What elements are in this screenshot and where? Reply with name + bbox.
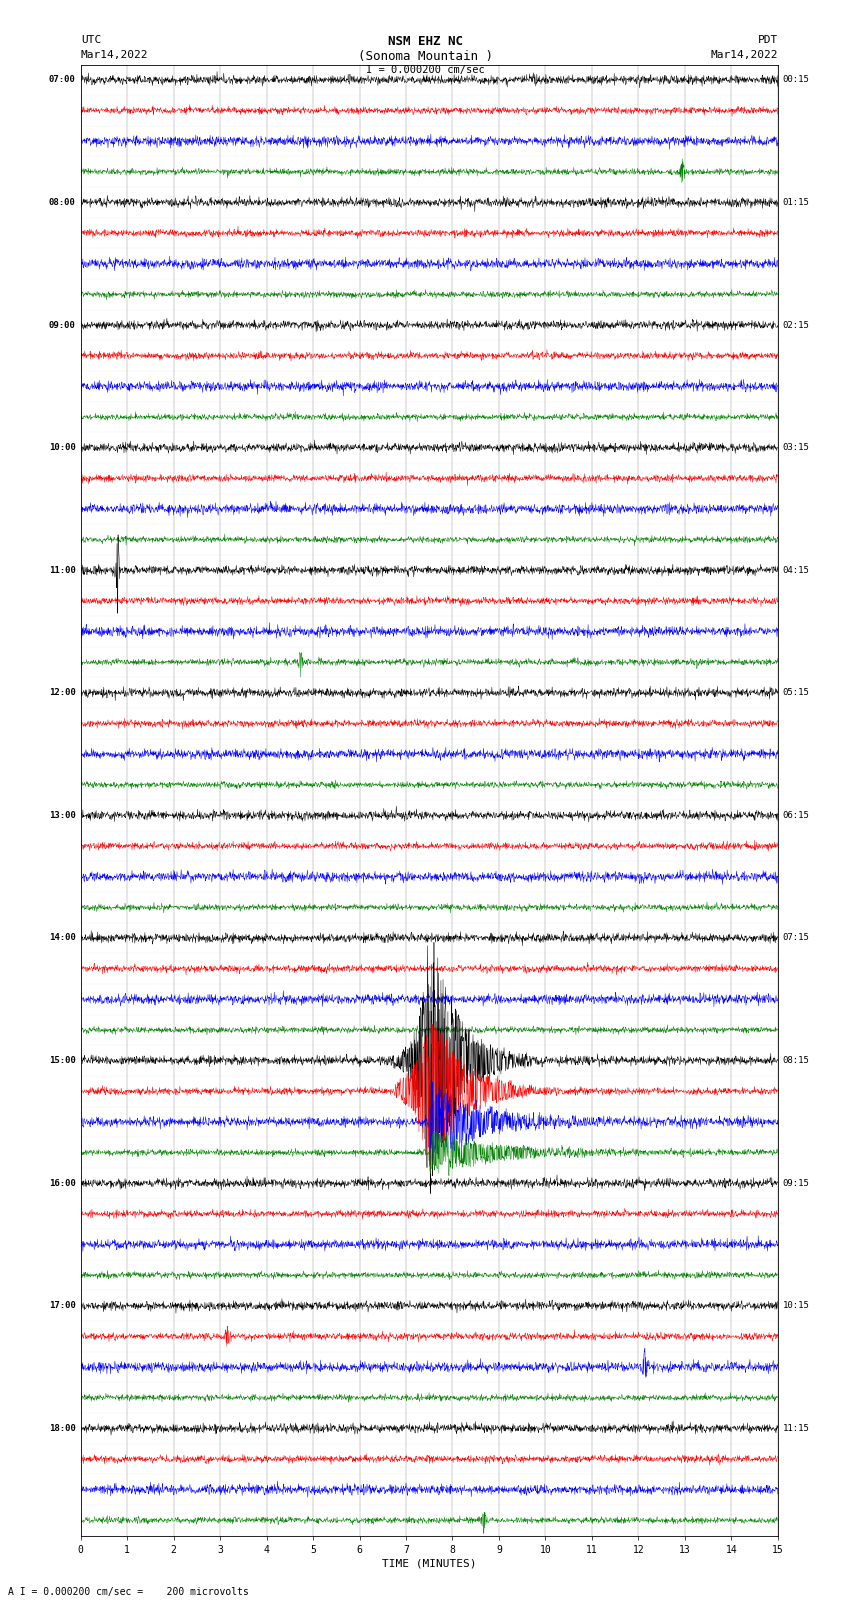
- Text: 08:15: 08:15: [783, 1057, 810, 1065]
- X-axis label: TIME (MINUTES): TIME (MINUTES): [382, 1558, 477, 1569]
- Text: 04:15: 04:15: [783, 566, 810, 574]
- Text: Mar14,2022: Mar14,2022: [81, 50, 148, 60]
- Text: 03:15: 03:15: [783, 444, 810, 452]
- Text: 13:00: 13:00: [48, 811, 76, 819]
- Text: UTC: UTC: [81, 35, 101, 45]
- Text: 11:15: 11:15: [783, 1424, 810, 1432]
- Text: 15:00: 15:00: [48, 1057, 76, 1065]
- Text: 18:00: 18:00: [48, 1424, 76, 1432]
- Text: 00:15: 00:15: [783, 76, 810, 84]
- Text: 10:15: 10:15: [783, 1302, 810, 1310]
- Text: 09:15: 09:15: [783, 1179, 810, 1187]
- Text: Mar14,2022: Mar14,2022: [711, 50, 778, 60]
- Text: 07:15: 07:15: [783, 934, 810, 942]
- Text: 01:15: 01:15: [783, 198, 810, 206]
- Text: 16:00: 16:00: [48, 1179, 76, 1187]
- Text: 06:15: 06:15: [783, 811, 810, 819]
- Text: 07:00: 07:00: [48, 76, 76, 84]
- Text: 08:00: 08:00: [48, 198, 76, 206]
- Text: 17:00: 17:00: [48, 1302, 76, 1310]
- Text: 05:15: 05:15: [783, 689, 810, 697]
- Text: (Sonoma Mountain ): (Sonoma Mountain ): [358, 50, 492, 63]
- Text: 09:00: 09:00: [48, 321, 76, 329]
- Text: I = 0.000200 cm/sec: I = 0.000200 cm/sec: [366, 65, 484, 74]
- Text: 11:00: 11:00: [48, 566, 76, 574]
- Text: NSM EHZ NC: NSM EHZ NC: [388, 35, 462, 48]
- Text: 12:00: 12:00: [48, 689, 76, 697]
- Text: A I = 0.000200 cm/sec =    200 microvolts: A I = 0.000200 cm/sec = 200 microvolts: [8, 1587, 249, 1597]
- Text: 10:00: 10:00: [48, 444, 76, 452]
- Text: 14:00: 14:00: [48, 934, 76, 942]
- Text: PDT: PDT: [757, 35, 778, 45]
- Text: 02:15: 02:15: [783, 321, 810, 329]
